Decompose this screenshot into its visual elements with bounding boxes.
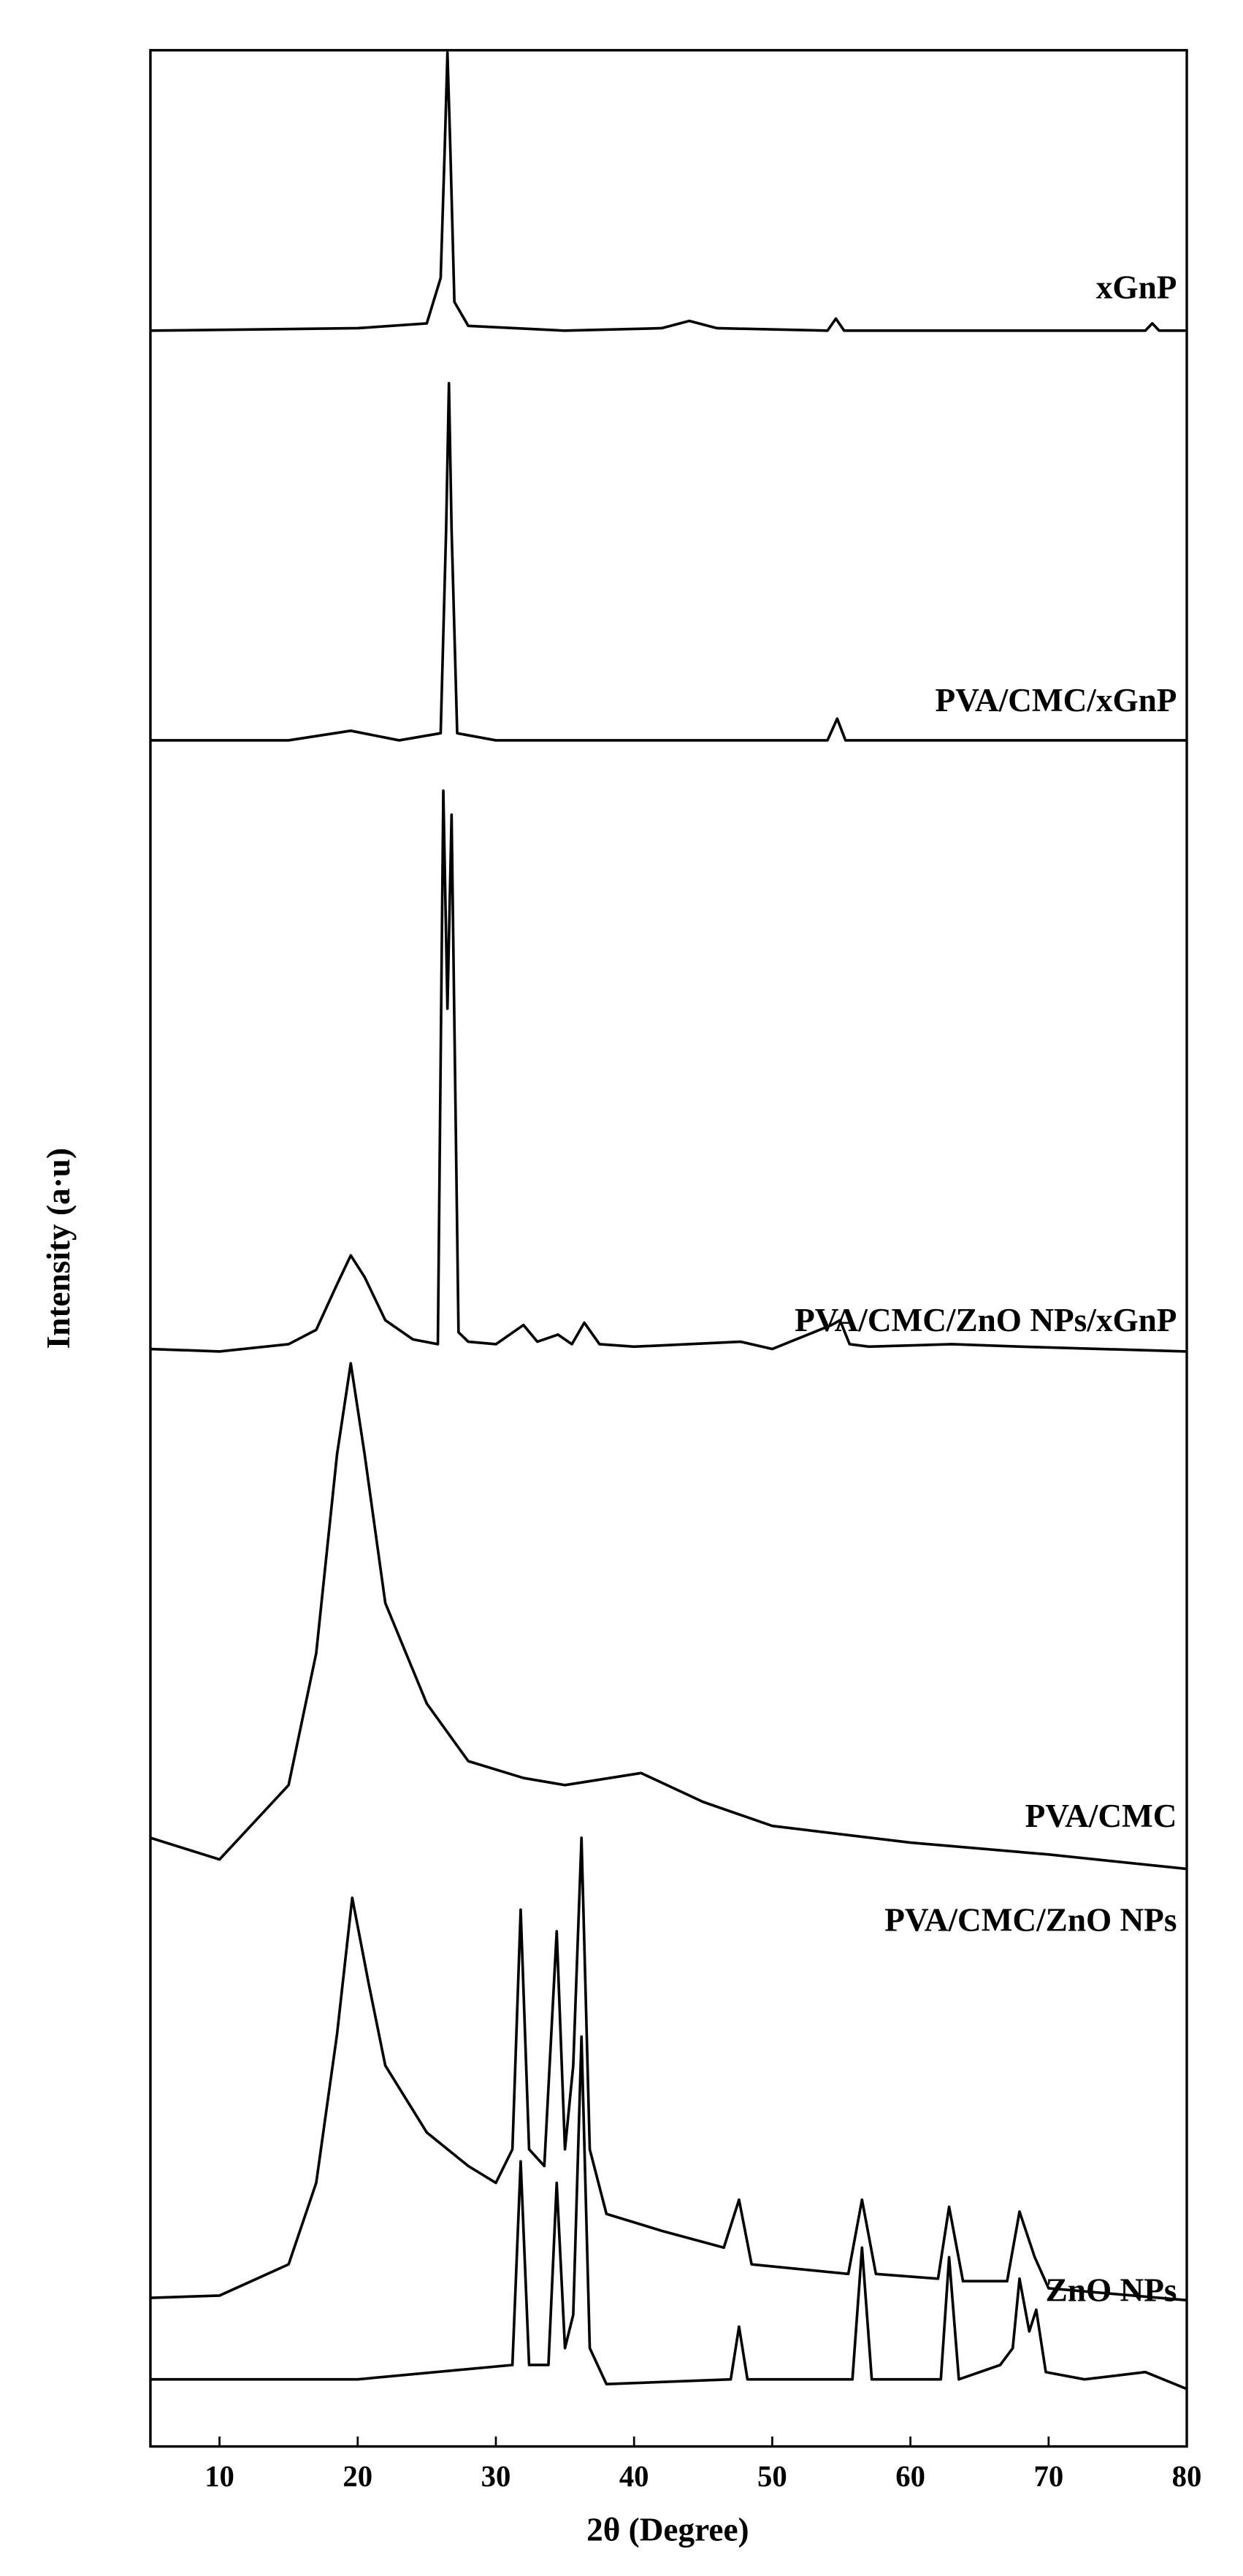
x-tick-label: 40 [619, 2460, 649, 2493]
series-line [150, 1362, 1187, 1871]
x-tick-label: 70 [1033, 2460, 1063, 2493]
series-label: xGnP [1096, 269, 1177, 305]
x-axis-label: 2θ (Degree) [586, 2512, 749, 2548]
series-line [150, 2035, 1187, 2391]
x-tick-label: 60 [895, 2460, 925, 2493]
x-tick-label: 10 [204, 2460, 234, 2493]
series-label: ZnO NPs [1046, 2272, 1177, 2308]
series-line [150, 382, 1187, 742]
x-tick-label: 80 [1172, 2460, 1202, 2493]
x-tick-label: 30 [481, 2460, 511, 2493]
x-tick-label: 50 [757, 2460, 787, 2493]
series-line [150, 1836, 1187, 2302]
plot-frame [149, 49, 1188, 2448]
series-label: PVA/CMC/ZnO NPs [884, 1901, 1177, 1938]
series-label: PVA/CMC/xGnP [935, 682, 1177, 718]
series-label: PVA/CMC [1025, 1798, 1177, 1834]
series-line [150, 789, 1187, 1353]
y-axis-label: Intensity (a·u) [40, 1148, 77, 1349]
series-label: PVA/CMC/ZnO NPs/xGnP [795, 1302, 1177, 1338]
x-tick-label: 20 [343, 2460, 372, 2493]
series-line [150, 51, 1187, 332]
